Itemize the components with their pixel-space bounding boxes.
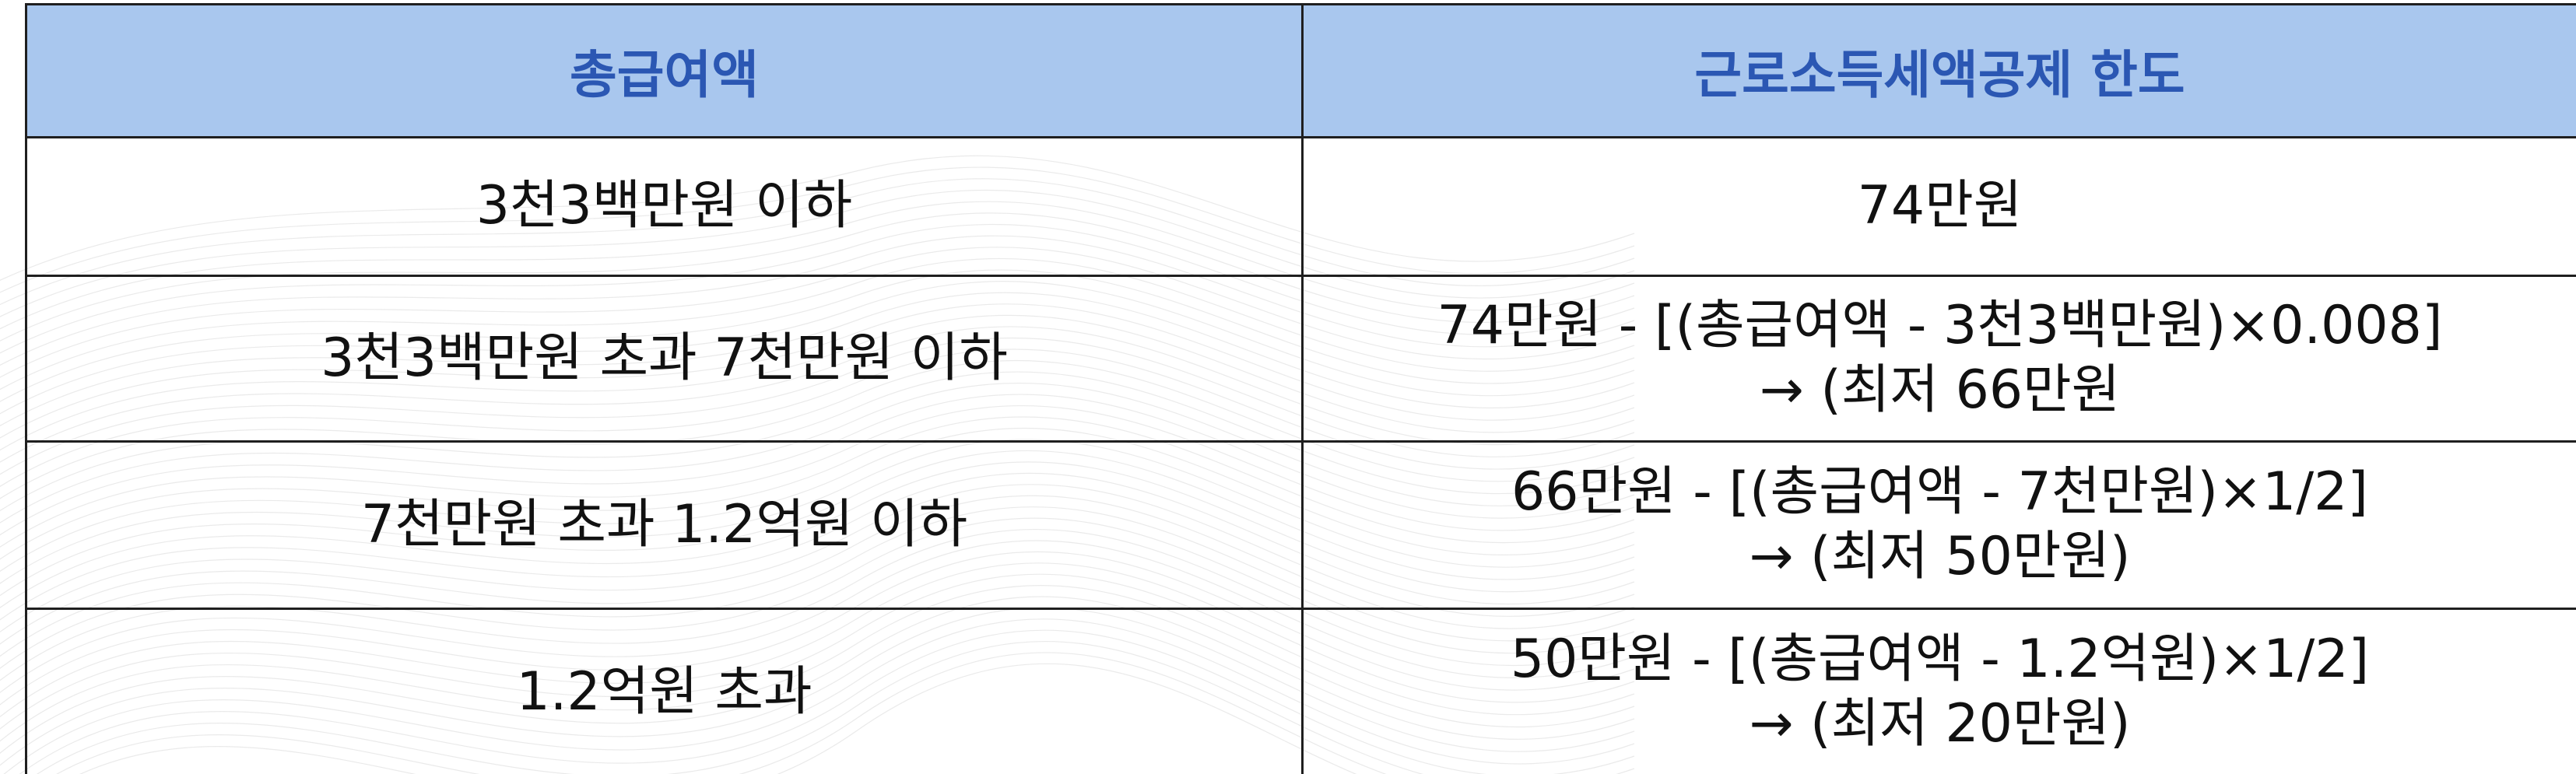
limit-cell: 74만원	[1301, 136, 2576, 277]
salary-cell: 1.2억원 초과	[25, 608, 1304, 774]
salary-cell: 3천3백만원 초과 7천만원 이하	[25, 275, 1304, 443]
salary-cell: 7천만원 초과 1.2억원 이하	[25, 440, 1304, 610]
table-row: 1.2억원 초과 50만원 - [(총급여액 - 1.2억원)×1/2] → (…	[25, 608, 2576, 774]
limit-minimum-line: → (최저 66만원	[1759, 359, 2121, 421]
limit-cell: 66만원 - [(총급여액 - 7천만원)×1/2] → (최저 50만원)	[1301, 440, 2576, 610]
header-total-salary: 총급여액	[25, 3, 1304, 138]
limit-cell: 50만원 - [(총급여액 - 1.2억원)×1/2] → (최저 20만원)	[1301, 608, 2576, 774]
table-row: 7천만원 초과 1.2억원 이하 66만원 - [(총급여액 - 7천만원)×1…	[25, 440, 2576, 610]
header-credit-limit: 근로소득세액공제 한도	[1301, 3, 2576, 138]
header-row: 총급여액 근로소득세액공제 한도	[25, 3, 2576, 138]
table-row: 3천3백만원 초과 7천만원 이하 74만원 - [(총급여액 - 3천3백만원…	[25, 275, 2576, 443]
limit-line: 66만원 - [(총급여액 - 7천만원)×1/2]	[1511, 461, 2368, 524]
limit-line: 74만원 - [(총급여액 - 3천3백만원)×0.008]	[1437, 295, 2443, 357]
limit-cell: 74만원 - [(총급여액 - 3천3백만원)×0.008] → (최저 66만…	[1301, 275, 2576, 443]
tax-credit-limit-table: 총급여액 근로소득세액공제 한도 3천3백만원 이하 74만원 3천3백만원 초…	[25, 3, 2576, 774]
salary-cell: 3천3백만원 이하	[25, 136, 1304, 277]
limit-line: 74만원	[1857, 175, 2023, 237]
limit-minimum-line: → (최저 20만원)	[1749, 693, 2131, 755]
table-row: 3천3백만원 이하 74만원	[25, 136, 2576, 277]
limit-line: 50만원 - [(총급여액 - 1.2억원)×1/2]	[1510, 629, 2370, 691]
limit-minimum-line: → (최저 50만원)	[1749, 526, 2131, 587]
